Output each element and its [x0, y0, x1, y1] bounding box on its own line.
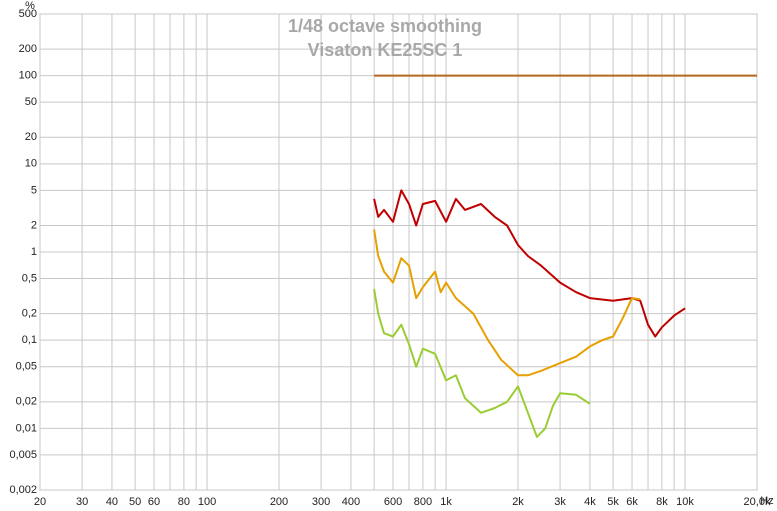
x-tick-label: 300 [312, 496, 330, 508]
y-tick-label: 5 [31, 184, 37, 196]
chart-subtitle: Visaton KE25SC 1 [308, 40, 463, 60]
x-tick-label: 800 [414, 496, 432, 508]
series-line [373, 229, 641, 377]
x-tick-label: 600 [384, 496, 402, 508]
x-tick-label: 80 [178, 496, 190, 508]
y-tick-label: 1 [31, 246, 37, 258]
y-tick-label: 50 [25, 96, 37, 108]
x-tick-label: 5k [607, 496, 619, 508]
x-tick-label: 4k [584, 496, 596, 508]
x-unit: Hz [760, 495, 773, 507]
y-tick-label: 200 [19, 43, 37, 55]
y-tick-label: 0,05 [16, 361, 37, 373]
series-line [373, 189, 686, 338]
y-tick-label: 0,02 [16, 396, 37, 408]
y-tick-label: 100 [19, 70, 37, 82]
x-tick-label: 20 [34, 496, 46, 508]
series-line [373, 288, 591, 438]
x-tick-label: 1k [440, 496, 452, 508]
y-tick-label: 0,2 [22, 308, 37, 320]
y-tick-label: 10 [25, 158, 37, 170]
y-unit: % [25, 0, 35, 12]
y-tick-label: 0,5 [22, 272, 37, 284]
y-tick-label: 20 [25, 131, 37, 143]
x-tick-label: 100 [198, 496, 216, 508]
y-tick-label: 0,1 [22, 334, 37, 346]
y-tick-label: 500 [19, 8, 37, 20]
x-tick-label: 400 [342, 496, 360, 508]
x-tick-label: 50 [129, 496, 141, 508]
x-tick-label: 3k [554, 496, 566, 508]
y-tick-label: 0,002 [9, 484, 37, 496]
y-tick-label: 0,005 [9, 449, 37, 461]
x-tick-label: 200 [270, 496, 288, 508]
x-tick-label: 20,0k [744, 496, 771, 508]
x-tick-label: 40 [106, 496, 118, 508]
x-tick-label: 6k [626, 496, 638, 508]
x-tick-label: 10k [676, 496, 694, 508]
y-tick-label: 2 [31, 219, 37, 231]
y-tick-label: 0,01 [16, 422, 37, 434]
x-tick-label: 2k [512, 496, 524, 508]
x-tick-label: 30 [76, 496, 88, 508]
x-tick-label: 60 [148, 496, 160, 508]
plot: 20 30 40 50 60 80 100 200 300 400 600 800 1k 2k 3k 4k 5k… [9, 8, 770, 508]
x-tick-label: 8k [656, 496, 668, 508]
chart-title: 1/48 octave smoothing [288, 16, 482, 36]
